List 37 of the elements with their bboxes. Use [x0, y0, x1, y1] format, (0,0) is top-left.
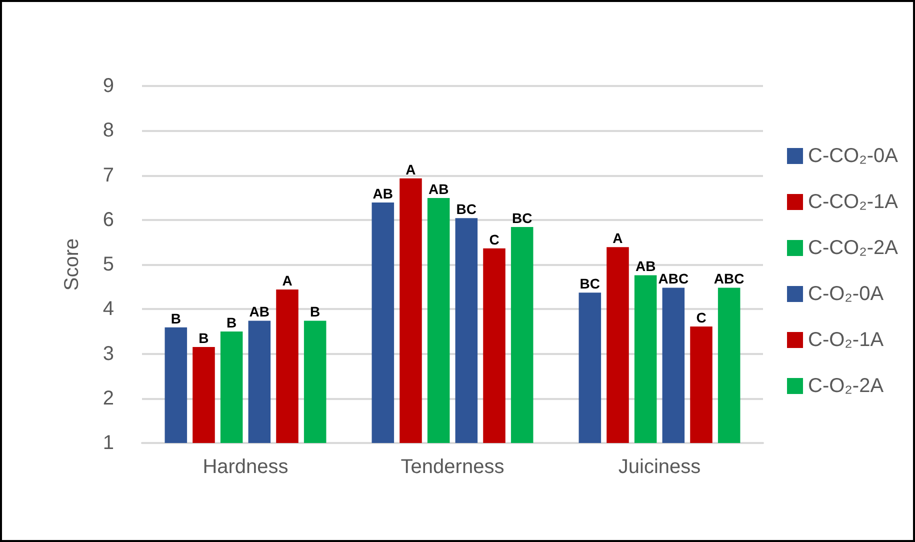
x-tick-label: Juiciness: [618, 456, 701, 478]
data-label: BC: [580, 276, 600, 292]
legend-label: C-O₂-0A: [808, 283, 884, 305]
y-tick-label: 3: [102, 342, 114, 365]
legend-label: C-O₂-1A: [808, 329, 884, 351]
legend-label: C-CO₂-2A: [808, 237, 899, 259]
y-tick-label: 4: [102, 298, 114, 320]
legend-label: C-CO₂-1A: [808, 191, 899, 213]
data-label: C: [696, 310, 706, 326]
data-label: AB: [372, 185, 394, 202]
data-label: AB: [428, 181, 449, 198]
y-axis-title: Score: [61, 238, 83, 291]
y-tick-label: 7: [102, 164, 114, 186]
y-tick-label: 1: [102, 432, 114, 454]
data-label: B: [198, 330, 209, 346]
data-label: B: [310, 304, 320, 320]
y-tick-label: 8: [102, 120, 114, 142]
data-label: A: [612, 230, 623, 246]
data-label: C: [489, 231, 500, 248]
data-label: A: [406, 161, 416, 178]
data-label: A: [282, 272, 292, 288]
y-tick-label: 5: [102, 254, 114, 276]
data-label: ABC: [658, 270, 689, 287]
data-label: BC: [512, 210, 532, 226]
data-label: AB: [635, 258, 656, 274]
x-tick-label: Hardness: [202, 456, 288, 478]
legend-label: C-CO₂-0A: [808, 145, 899, 167]
data-label: AB: [249, 304, 270, 320]
data-label: B: [226, 314, 237, 330]
data-label: B: [170, 310, 181, 326]
y-tick-label: 9: [102, 75, 114, 97]
y-tick-label: 2: [102, 387, 114, 410]
x-tick-label: Tenderness: [400, 456, 504, 478]
data-label: ABC: [714, 270, 744, 287]
data-label: BC: [456, 201, 477, 218]
legend-label: C-O₂-2A: [808, 375, 884, 397]
y-tick-label: 6: [102, 208, 114, 231]
